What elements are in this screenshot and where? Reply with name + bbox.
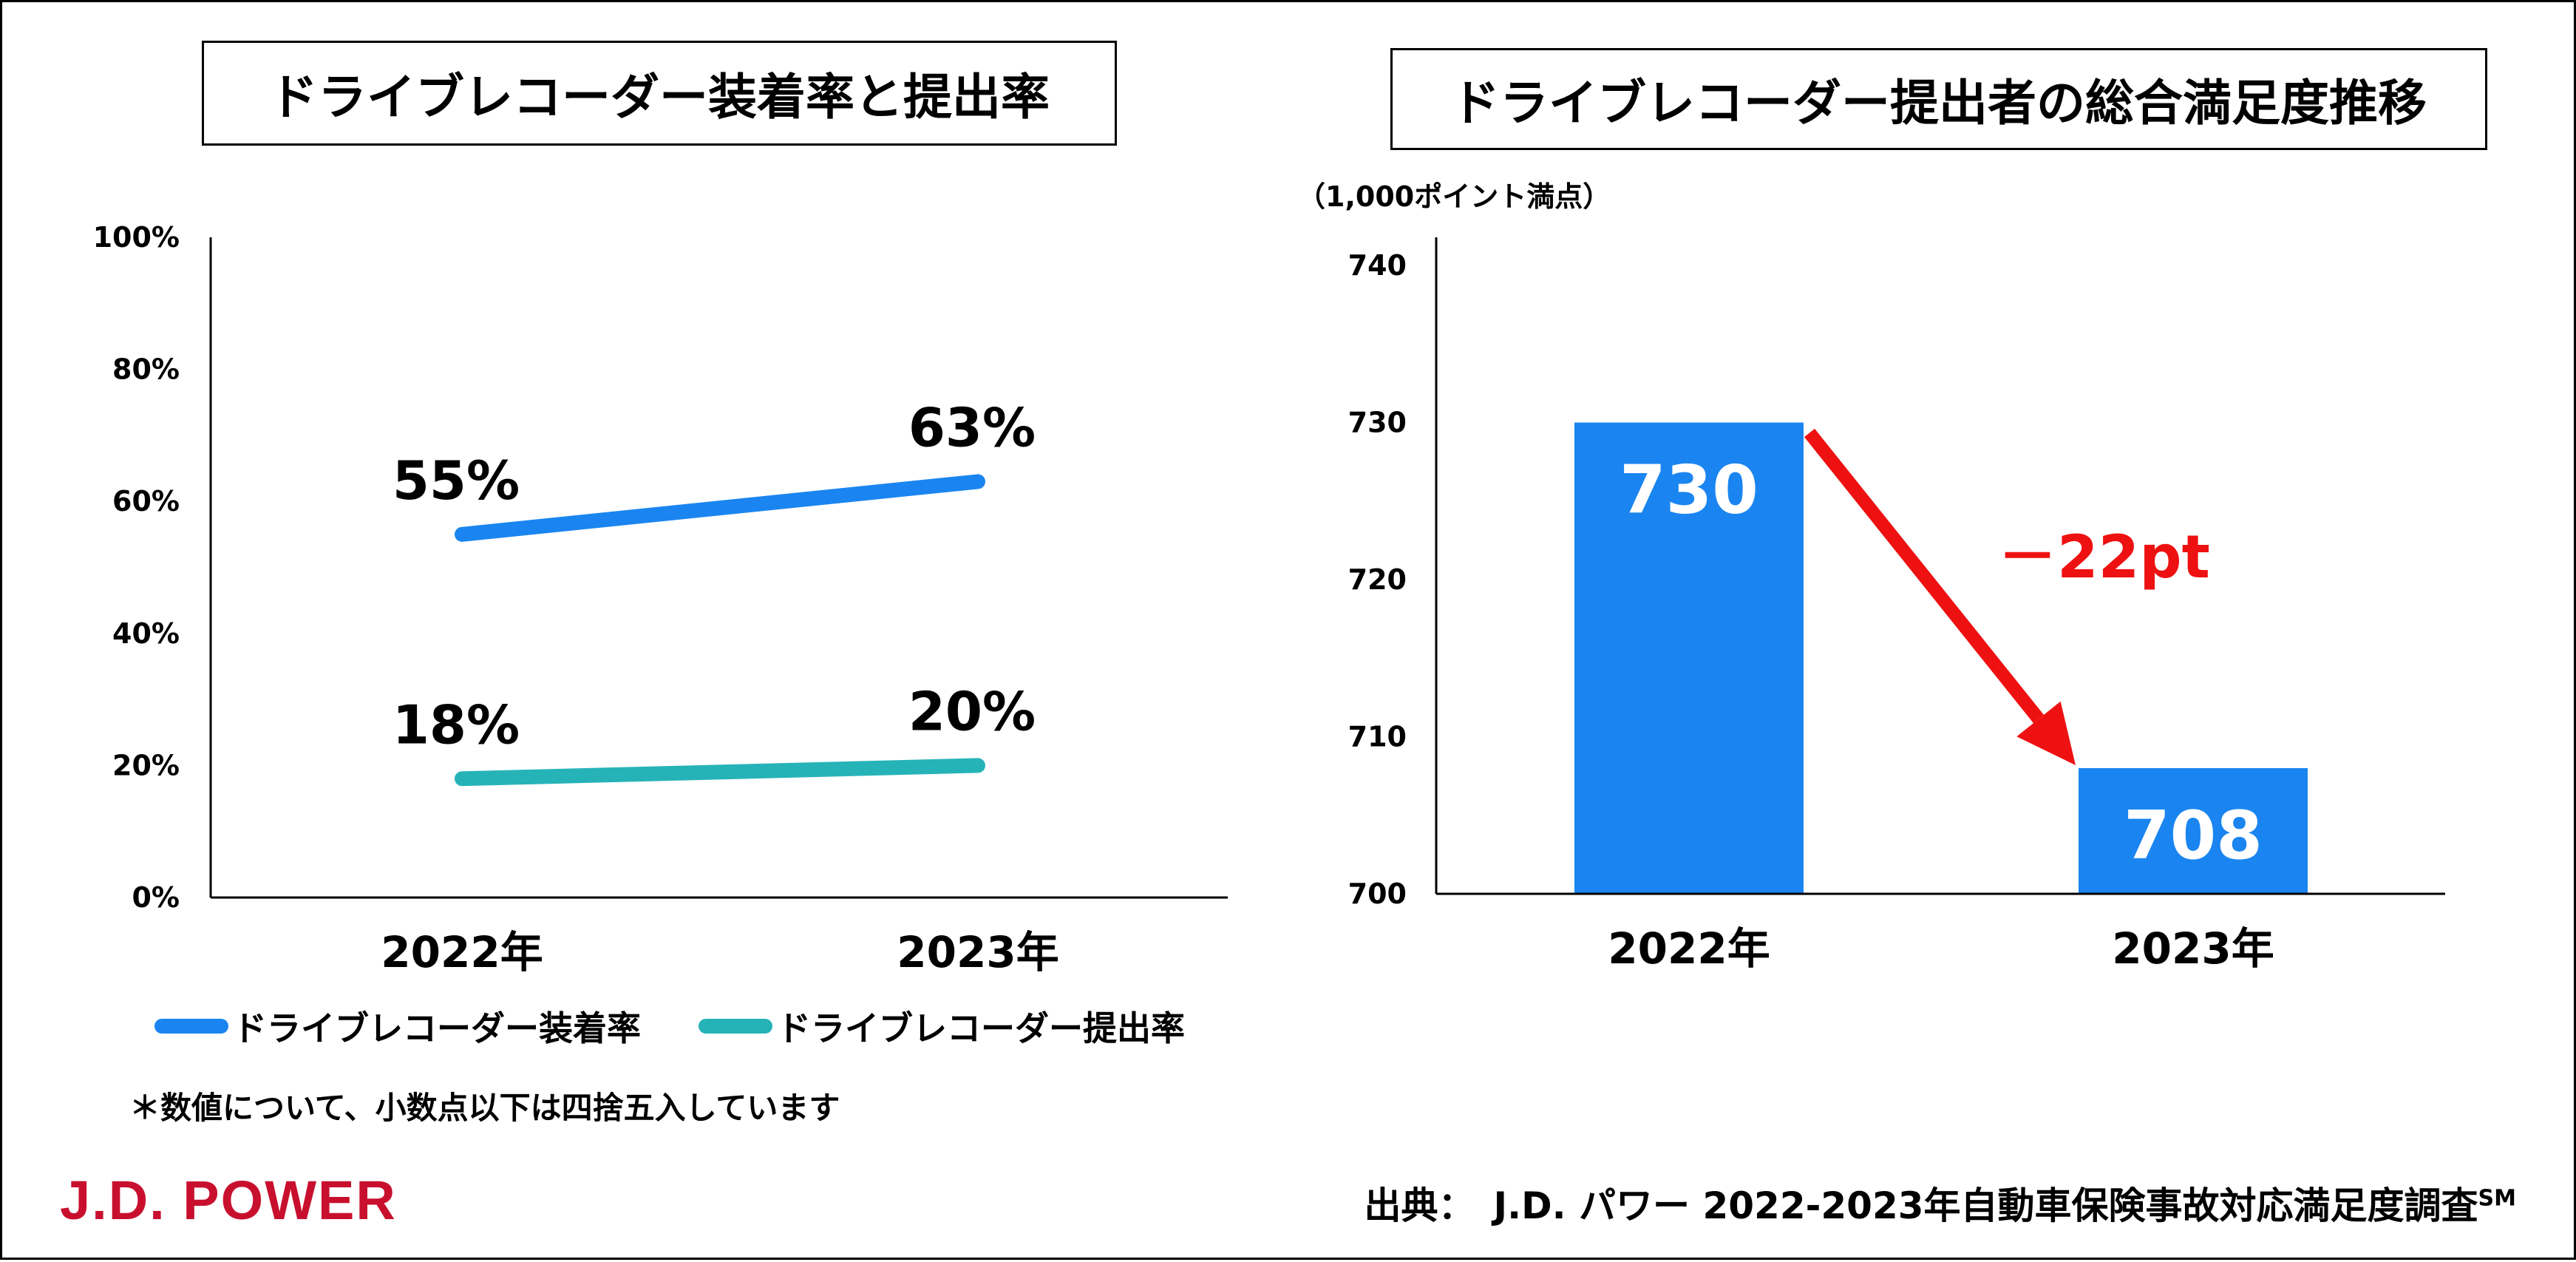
right-y-tick-label: 730 — [1348, 407, 1407, 439]
source-superscript: SM — [2478, 1185, 2516, 1212]
right-x-tick-label: 2023年 — [2112, 923, 2274, 974]
bar-data-label: 730 — [1620, 452, 1758, 529]
bar-data-label: 708 — [2124, 797, 2263, 875]
right-chart-title: ドライブレコーダー提出者の総合満足度推移 — [1390, 48, 2487, 150]
line-data-label: 63% — [908, 396, 1036, 458]
left-y-tick-label: 40% — [112, 617, 180, 650]
legend-item-installation-rate: ドライブレコーダー装着率 — [154, 1004, 641, 1048]
right-chart-unit-label: （1,000ポイント満点） — [1297, 180, 1611, 213]
left-x-tick-label: 2022年 — [381, 927, 543, 977]
legend-swatch-installation — [154, 1019, 228, 1034]
legend-label-installation: ドライブレコーダー装着率 — [233, 1008, 641, 1048]
left-y-tick-label: 20% — [112, 749, 180, 781]
left-y-tick-label: 60% — [112, 485, 180, 518]
line-data-label: 18% — [392, 693, 520, 756]
decrease-arrow-head — [2016, 701, 2076, 765]
left-chart-title: ドライブレコーダー装着率と提出率 — [202, 41, 1117, 146]
bar-2022年 — [1574, 422, 1804, 894]
line-data-label: 20% — [908, 680, 1036, 742]
right-y-tick-label: 700 — [1348, 878, 1407, 910]
right-y-tick-label: 740 — [1348, 249, 1407, 282]
right-x-tick-label: 2022年 — [1608, 923, 1770, 974]
bar-2023年 — [2079, 768, 2308, 894]
left-y-tick-label: 80% — [112, 353, 180, 386]
left-x-tick-label: 2023年 — [897, 927, 1058, 977]
legend-swatch-submission — [699, 1019, 772, 1034]
source-text: 出典： J.D. パワー 2022-2023年自動車保険事故対応満足度調査 — [1364, 1184, 2478, 1227]
source-citation: 出典： J.D. パワー 2022-2023年自動車保険事故対応満足度調査SM — [1365, 1176, 2516, 1229]
series-line-0 — [455, 474, 985, 542]
legend-label-submission: ドライブレコーダー提出率 — [777, 1008, 1185, 1048]
rounding-note: ＊数値について、小数点以下は四捨五入しています — [129, 1090, 840, 1126]
right-y-tick-label: 710 — [1348, 721, 1407, 753]
series-line-1 — [455, 758, 985, 787]
change-annotation: －22pt — [1998, 523, 2210, 591]
right-y-tick-label: 720 — [1348, 563, 1407, 596]
jd-power-logo: J.D. POWER — [60, 1170, 397, 1231]
decrease-arrow — [1804, 428, 2045, 724]
left-y-tick-label: 0% — [132, 881, 180, 914]
legend-item-submission-rate: ドライブレコーダー提出率 — [699, 1004, 1185, 1048]
line-data-label: 55% — [392, 449, 520, 512]
left-y-tick-label: 100% — [93, 221, 180, 254]
